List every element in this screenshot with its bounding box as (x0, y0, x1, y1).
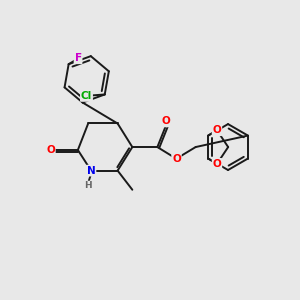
Text: O: O (213, 125, 221, 135)
Text: O: O (172, 154, 181, 164)
Text: O: O (213, 159, 221, 169)
Text: H: H (84, 182, 92, 190)
Text: F: F (74, 53, 82, 63)
Text: Cl: Cl (81, 91, 92, 101)
Text: O: O (46, 145, 55, 155)
Text: N: N (87, 166, 95, 176)
Text: O: O (162, 116, 171, 126)
